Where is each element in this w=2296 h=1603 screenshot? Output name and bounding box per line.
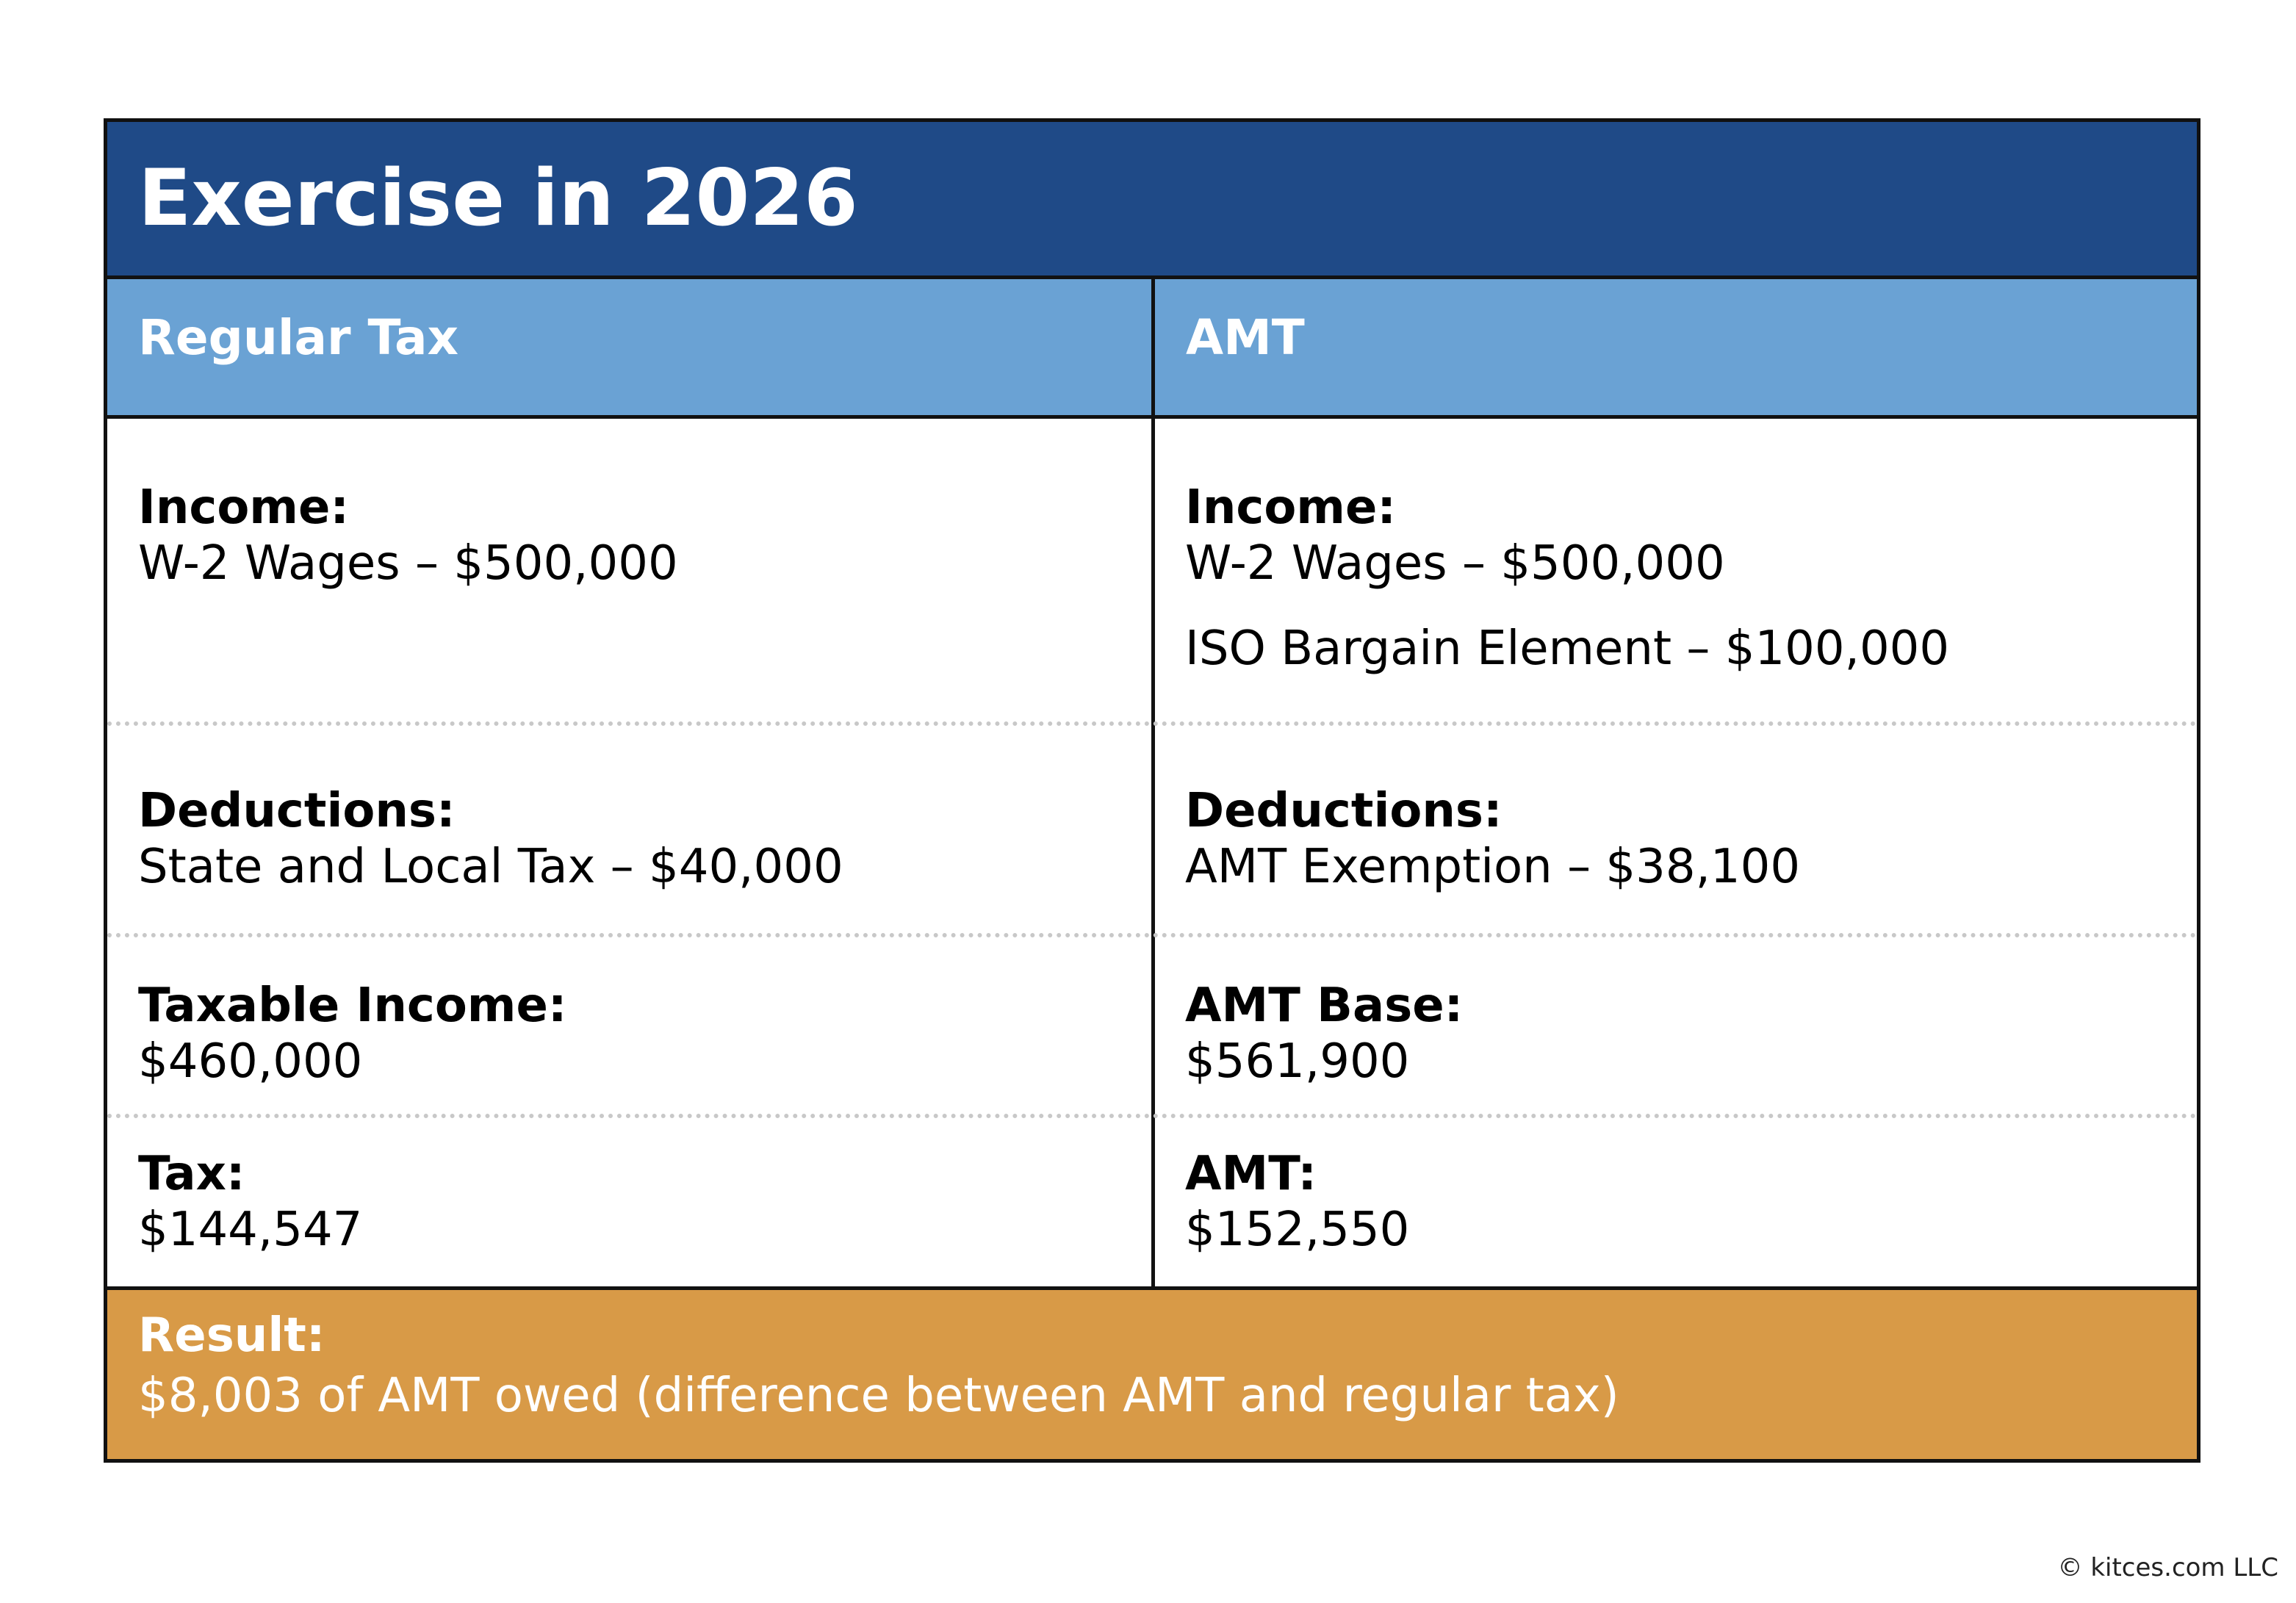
- amt-base-value: $561,900: [1185, 1034, 1410, 1089]
- amt-base-cell: AMT Base: $561,900: [1185, 978, 2199, 1089]
- amt-income-label: Income:: [1185, 480, 1396, 535]
- amt-tax-label: AMT:: [1185, 1147, 1317, 1201]
- regular-taxable-cell: Taxable Income: $460,000: [138, 978, 1152, 1089]
- table-title: Exercise in 2026: [138, 153, 858, 243]
- regular-income-cell: Income: W-2 Wages – $500,000: [138, 480, 1152, 591]
- regular-income-value: W-2 Wages – $500,000: [138, 536, 678, 591]
- amt-comparison-table: Exercise in 2026 Regular Tax AMT Income:…: [104, 118, 2200, 1463]
- amt-deductions-value: AMT Exemption – $38,100: [1185, 840, 1801, 894]
- regular-tax-header: Regular Tax: [107, 279, 1151, 415]
- amt-tax-cell: AMT: $152,550: [1185, 1146, 2199, 1258]
- amt-income-wages-value: W-2 Wages – $500,000: [1185, 536, 1725, 591]
- regular-deductions-label: Deductions:: [138, 784, 456, 838]
- amt-deductions-cell: Deductions: AMT Exemption – $38,100: [1185, 783, 2199, 895]
- result-label: Result:: [138, 1308, 325, 1363]
- regular-tax-label: Tax:: [138, 1147, 245, 1201]
- regular-tax-cell: Tax: $144,547: [138, 1146, 1152, 1258]
- amt-income-iso-value: ISO Bargain Element – $100,000: [1185, 622, 1950, 676]
- regular-income-label: Income:: [138, 480, 349, 535]
- copyright-notice: © kitces.com LLC: [2057, 1553, 2278, 1582]
- regular-taxable-label: Taxable Income:: [138, 979, 567, 1033]
- regular-tax-header-label: Regular Tax: [138, 309, 459, 366]
- result-bar: Result: $8,003 of AMT owed (difference b…: [107, 1286, 2197, 1459]
- regular-tax-value: $144,547: [138, 1203, 363, 1257]
- amt-deductions-label: Deductions:: [1185, 784, 1503, 838]
- regular-deductions-value: State and Local Tax – $40,000: [138, 840, 843, 894]
- amt-header: AMT: [1155, 279, 2198, 415]
- regular-deductions-cell: Deductions: State and Local Tax – $40,00…: [138, 783, 1152, 895]
- regular-taxable-value: $460,000: [138, 1034, 363, 1089]
- amt-header-label: AMT: [1186, 309, 1305, 366]
- column-divider: [1151, 279, 1155, 1408]
- amt-base-label: AMT Base:: [1185, 979, 1464, 1033]
- result-text: $8,003 of AMT owed (difference between A…: [138, 1369, 1619, 1423]
- row-separator: [107, 933, 2197, 937]
- title-bar: Exercise in 2026: [107, 122, 2197, 279]
- row-separator: [107, 1114, 2197, 1118]
- amt-income-cell: Income: W-2 Wages – $500,000 ISO Bargain…: [1185, 480, 2199, 677]
- amt-tax-value: $152,550: [1185, 1203, 1410, 1257]
- row-separator: [107, 721, 2197, 726]
